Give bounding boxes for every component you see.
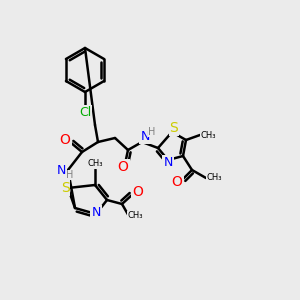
Text: O: O	[60, 133, 70, 147]
Text: O: O	[172, 175, 182, 189]
Text: N: N	[140, 130, 150, 142]
Text: N: N	[56, 164, 66, 176]
Text: N: N	[91, 206, 101, 218]
Text: CH₃: CH₃	[87, 160, 103, 169]
Text: CH₃: CH₃	[206, 173, 222, 182]
Text: S: S	[169, 121, 178, 135]
Text: S: S	[61, 181, 69, 195]
Text: CH₃: CH₃	[127, 212, 143, 220]
Text: CH₃: CH₃	[200, 130, 216, 140]
Text: O: O	[133, 185, 143, 199]
Text: N: N	[163, 155, 173, 169]
Text: Cl: Cl	[79, 106, 91, 118]
Text: O: O	[118, 160, 128, 174]
Text: H: H	[66, 170, 74, 180]
Text: H: H	[148, 127, 156, 137]
